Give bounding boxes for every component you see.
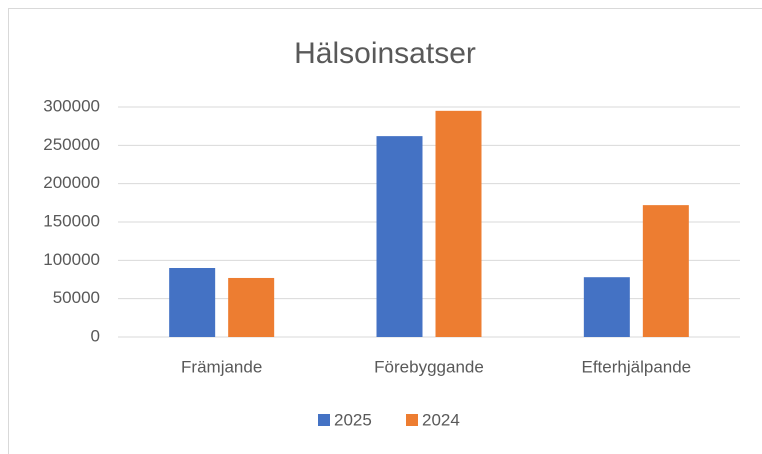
bar	[583, 277, 630, 337]
y-tick-label: 0	[91, 326, 100, 345]
legend-swatch	[318, 414, 330, 426]
bar	[376, 136, 423, 337]
bar	[435, 110, 482, 337]
chart-title: Hälsoinsatser	[294, 37, 476, 70]
y-tick-label: 250000	[43, 135, 100, 154]
legend-swatch	[406, 414, 418, 426]
y-tick-label: 100000	[43, 250, 100, 269]
y-tick-label: 50000	[53, 288, 100, 307]
bar	[169, 268, 216, 337]
bar	[642, 205, 689, 337]
y-tick-label: 200000	[43, 173, 100, 192]
y-tick-label: 300000	[43, 96, 100, 115]
legend-label: 2024	[422, 410, 460, 429]
bar	[228, 277, 275, 337]
legend-label: 2025	[334, 410, 372, 429]
x-tick-label: Främjande	[181, 357, 262, 376]
x-tick-label: Förebyggande	[374, 357, 484, 376]
x-tick-label: Efterhjälpande	[582, 357, 692, 376]
y-tick-label: 150000	[43, 211, 100, 230]
